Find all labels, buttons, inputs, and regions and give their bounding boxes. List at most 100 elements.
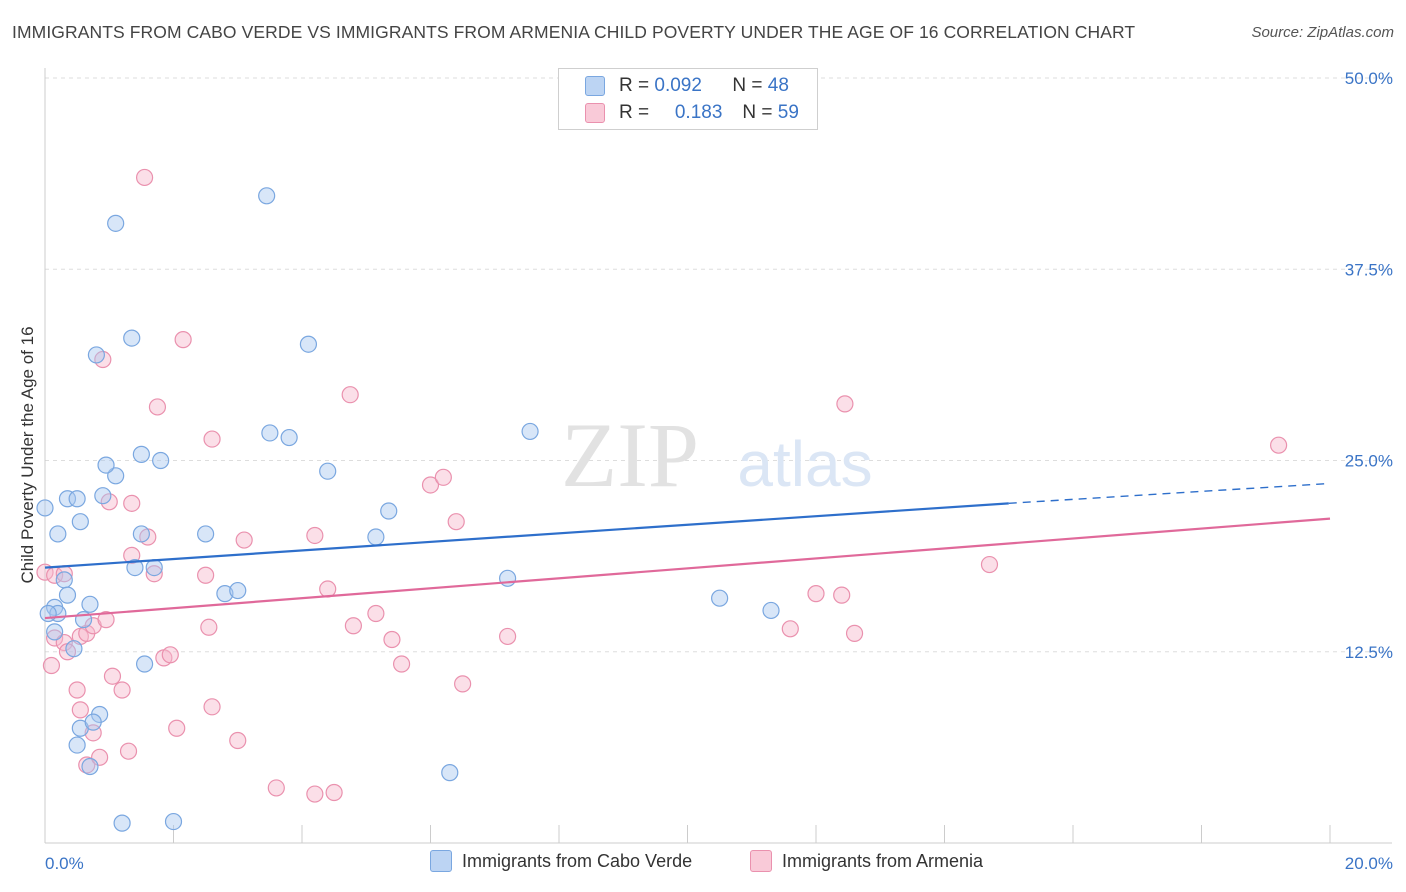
cabo-verde-point [87, 346, 106, 364]
trend-line-armenia [44, 517, 1331, 620]
armenia-point [71, 701, 89, 719]
armenia-point [447, 513, 465, 531]
armenia-point [499, 627, 517, 646]
armenia-point [836, 395, 854, 413]
cabo-verde-point [94, 487, 112, 505]
cabo-verde-point [68, 736, 86, 754]
cabo-verde-point [229, 581, 247, 600]
armenia-point [197, 566, 215, 584]
cabo-verde-point [49, 525, 67, 543]
cabo-verde-point [84, 713, 102, 731]
legend-r-value: 0.092 [654, 75, 702, 96]
trend-lines [44, 482, 1331, 620]
gridlines [45, 77, 1392, 653]
cabo-verde-point [71, 513, 89, 531]
cabo-verde-point [152, 451, 170, 470]
correlation-legend: R = 0.092 N = 48 R = 0.183 N = 59 [558, 68, 818, 130]
armenia-point [383, 630, 401, 649]
cabo-verde-point [441, 764, 459, 782]
armenia-point [119, 742, 138, 760]
armenia-point [168, 719, 186, 737]
legend-swatch-pink [750, 850, 772, 872]
legend-n-value: 48 [767, 75, 789, 96]
armenia-point [454, 675, 472, 693]
cabo-verde-point [39, 604, 57, 623]
armenia-point [980, 555, 999, 574]
cabo-verde-point [280, 428, 298, 447]
cabo-verde-point [164, 812, 183, 831]
trend-line-cabo-verde [44, 502, 1009, 569]
armenia-point [1269, 436, 1288, 454]
armenia-point [100, 493, 118, 511]
axes [44, 68, 1392, 844]
armenia-point [229, 731, 247, 750]
cabo-verde-point [132, 525, 150, 543]
cabo-verde-point [97, 456, 115, 474]
armenia-point [319, 580, 337, 598]
cabo-verde-point [132, 445, 150, 463]
armenia-point [113, 681, 131, 699]
legend-r-label: R = [619, 75, 650, 96]
cabo-verde-point [145, 558, 163, 577]
armenia-point [845, 624, 864, 642]
legend-row-armenia: R = 0.183 N = 59 [585, 100, 799, 126]
chart-title: IMMIGRANTS FROM CABO VERDE VS IMMIGRANTS… [12, 22, 1136, 42]
cabo-verde-point [58, 586, 77, 604]
legend-r-label: R = [619, 102, 650, 123]
cabo-verde-point [123, 329, 141, 347]
y-tick-label: 12.5% [1345, 643, 1393, 662]
cabo-verde-point [762, 601, 780, 620]
armenia-point [203, 698, 221, 716]
cabo-verde-point [55, 571, 73, 589]
armenia-point [807, 585, 825, 603]
armenia-point [344, 617, 362, 635]
armenia-point [174, 331, 192, 349]
legend-n-value: 59 [777, 102, 799, 123]
cabo-verde-point [65, 640, 83, 658]
trend-line-cabo-verde-extension [1008, 482, 1331, 505]
armenia-point [145, 565, 163, 583]
cabo-verde-point [521, 422, 539, 441]
cabo-verde-point [319, 462, 337, 480]
legend-r-value: 0.183 [674, 102, 723, 123]
armenia-point [367, 604, 385, 623]
legend-swatch-blue [585, 76, 605, 96]
cabo-verde-point [299, 335, 318, 353]
armenia-point [161, 646, 179, 664]
cabo-verde-point [711, 589, 729, 607]
legend-label: Immigrants from Cabo Verde [462, 850, 693, 871]
armenia-point [148, 398, 167, 416]
legend-item-armenia: Immigrants from Armenia [750, 850, 983, 872]
cabo-verde-point [380, 502, 398, 520]
cabo-verde-point [126, 558, 144, 577]
cabo-verde-point [81, 595, 99, 613]
armenia-point [306, 785, 324, 803]
armenia-point [781, 620, 799, 638]
armenia-point [306, 526, 324, 545]
series-armenia-points [36, 168, 1288, 803]
armenia-point [97, 611, 115, 629]
cabo-verde-point [36, 499, 54, 517]
y-tick-label: 50.0% [1345, 69, 1393, 88]
cabo-verde-point [197, 525, 215, 543]
armenia-point [341, 386, 359, 404]
cabo-verde-point [68, 490, 86, 508]
armenia-point [267, 779, 285, 797]
series-cabo-verde-points [36, 187, 780, 832]
cabo-verde-point [113, 814, 131, 832]
armenia-point [135, 168, 154, 187]
legend-swatch-pink [585, 103, 605, 123]
armenia-point [55, 633, 73, 652]
legend-item-cabo-verde: Immigrants from Cabo Verde [430, 850, 692, 872]
legend-n-label: N = [742, 102, 773, 123]
y-tick-label: 25.0% [1345, 452, 1393, 471]
cabo-verde-point [107, 467, 125, 485]
armenia-point [200, 618, 218, 636]
legend-swatch-blue [430, 850, 452, 872]
legend-n-label: N = [732, 75, 763, 96]
cabo-verde-point [46, 623, 64, 641]
cabo-verde-point [216, 585, 234, 603]
armenia-point [42, 656, 61, 675]
armenia-point [68, 681, 86, 699]
armenia-point [235, 531, 253, 549]
